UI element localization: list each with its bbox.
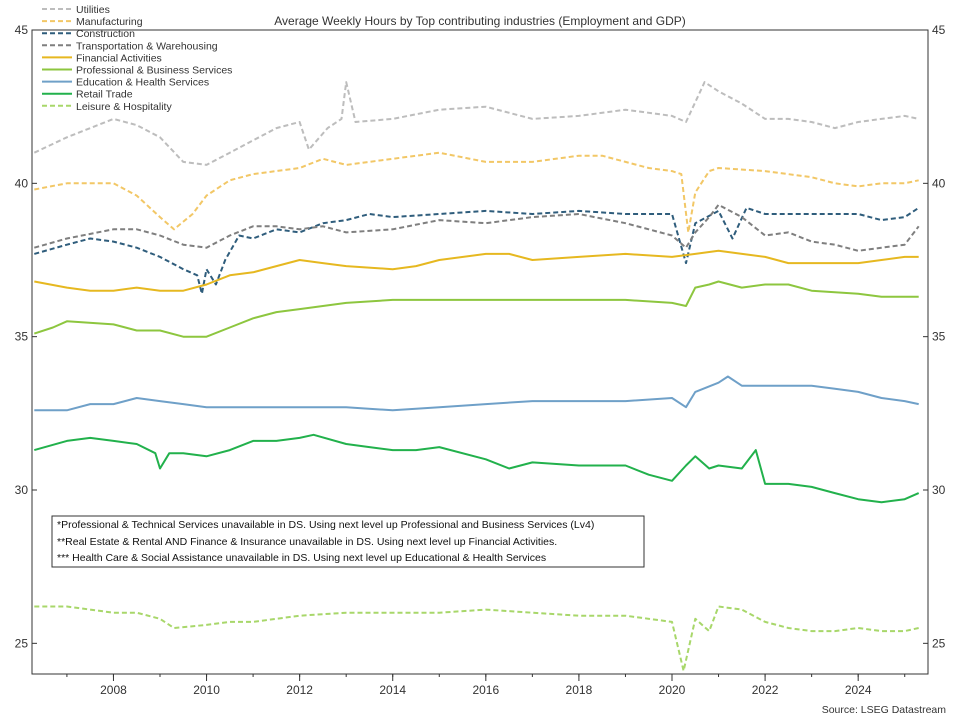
series-line-0 — [33, 81, 919, 166]
y-tick-label-right: 40 — [932, 176, 946, 190]
legend-label: Utilities — [76, 4, 110, 16]
x-tick-label: 2018 — [566, 683, 593, 697]
y-tick-label-right: 25 — [932, 636, 946, 650]
note-3: *** Health Care & Social Assistance unav… — [57, 552, 546, 564]
x-tick-label: 2016 — [472, 683, 499, 697]
y-tick-label-left: 40 — [15, 176, 29, 190]
x-tick-label: 2014 — [379, 683, 406, 697]
series-line-4 — [34, 249, 919, 292]
notes-box: *Professional & Technical Services unava… — [51, 515, 645, 568]
x-tick-label: 2010 — [193, 683, 220, 697]
y-tick-label-right: 30 — [932, 483, 946, 497]
series-layer — [33, 81, 920, 672]
source-text: Source: LSEG Datastream — [822, 704, 947, 716]
plot-frame — [31, 29, 929, 675]
x-tick-label: 2022 — [752, 683, 779, 697]
legend-label: Education & Health Services — [76, 77, 209, 89]
y-tick-label-left: 30 — [15, 483, 29, 497]
y-tick-label-right: 45 — [932, 23, 946, 37]
series-line-8 — [34, 605, 919, 672]
axes: 2008 2010 2012 2014 2016 2018 2020 2022 2024 25 25… — [15, 23, 946, 697]
chart-title: Average Weekly Hours by Top contributing… — [274, 14, 686, 28]
series-line-5 — [33, 280, 919, 338]
x-tick-label: 2012 — [286, 683, 313, 697]
series-line-1 — [34, 151, 919, 234]
series-line-6 — [34, 375, 919, 412]
y-tick-label-right: 35 — [932, 330, 946, 344]
legend-label: Construction — [76, 28, 135, 40]
y-tick-label-left: 35 — [15, 330, 29, 344]
x-tick-label: 2024 — [845, 683, 872, 697]
note-1: *Professional & Technical Services unava… — [57, 519, 594, 531]
x-tick-label: 2020 — [659, 683, 686, 697]
x-tick-label: 2008 — [100, 683, 127, 697]
legend-label: Professional & Business Services — [76, 65, 232, 77]
legend-label: Financial Activities — [76, 52, 162, 64]
series-line-7 — [34, 433, 920, 504]
legend: UtilitiesManufacturingConstructionTransp… — [42, 4, 232, 113]
note-2: **Real Estate & Rental AND Finance & Ins… — [57, 536, 557, 548]
series-line-3 — [34, 203, 920, 252]
legend-label: Leisure & Hospitality — [76, 101, 172, 113]
y-tick-label-left: 45 — [15, 23, 29, 37]
legend-label: Retail Trade — [76, 89, 133, 101]
legend-label: Manufacturing — [76, 16, 143, 28]
series-line-2 — [34, 206, 920, 295]
y-tick-label-left: 25 — [15, 636, 29, 650]
legend-label: Transportation & Warehousing — [76, 40, 218, 52]
